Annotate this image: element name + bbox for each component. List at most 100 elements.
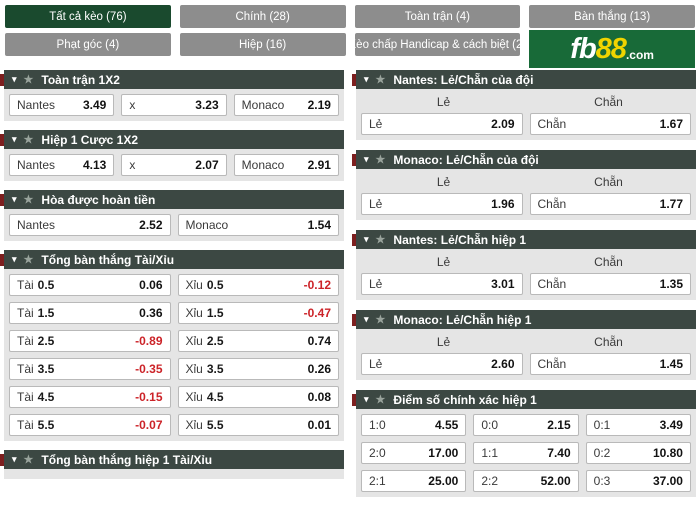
odds-cell[interactable]: Lẻ 2.09 bbox=[361, 113, 523, 135]
odds-cell[interactable]: Tài 2.5 -0.89 bbox=[9, 330, 171, 352]
odds-cell[interactable]: x 3.23 bbox=[121, 94, 227, 116]
odds-cell[interactable]: 2:2 52.00 bbox=[473, 470, 579, 492]
odds-cell[interactable]: x 2.07 bbox=[121, 154, 227, 176]
star-icon[interactable]: ★ bbox=[375, 234, 386, 246]
collapse-caret-icon[interactable]: ▾ bbox=[364, 74, 369, 84]
collapse-caret-icon[interactable]: ▾ bbox=[12, 254, 17, 264]
odds-cell[interactable]: Monaco 2.19 bbox=[233, 94, 339, 116]
odds-label: 0:2 bbox=[593, 446, 611, 460]
tab-all-odds[interactable]: Tất cả kèo (76) bbox=[5, 5, 171, 28]
odds-cell[interactable]: Nantes 2.52 bbox=[9, 214, 171, 236]
odds-label: Xỉu 0.5 bbox=[185, 278, 224, 292]
collapse-caret-icon[interactable]: ▾ bbox=[12, 194, 17, 204]
collapse-caret-icon[interactable]: ▾ bbox=[12, 74, 17, 84]
odds-cell[interactable]: 2:1 25.00 bbox=[361, 470, 467, 492]
star-icon[interactable]: ★ bbox=[23, 134, 34, 146]
odds-line: 1.5 bbox=[206, 306, 224, 320]
odds-cell[interactable]: Tài 4.5 -0.15 bbox=[9, 386, 171, 408]
section-body bbox=[4, 469, 344, 479]
odds-cell[interactable]: Xỉu 5.5 0.01 bbox=[177, 414, 339, 436]
star-icon[interactable]: ★ bbox=[23, 74, 34, 86]
odds-cell[interactable]: Nantes 3.49 bbox=[9, 94, 115, 116]
odds-label: 2:0 bbox=[369, 446, 386, 460]
odds-cell[interactable]: Xỉu 0.5 -0.12 bbox=[177, 274, 339, 296]
odds-cell[interactable]: Chẵn 1.35 bbox=[529, 273, 691, 295]
star-icon[interactable]: ★ bbox=[23, 254, 34, 266]
tab-handicap[interactable]: Kèo chấp Handicap & cách biệt (2) bbox=[354, 33, 521, 56]
odds-cell[interactable]: 2:0 17.00 bbox=[361, 442, 467, 464]
odds-value: 1.96 bbox=[491, 197, 515, 211]
odds-cell[interactable]: Lẻ 3.01 bbox=[361, 273, 523, 295]
odds-value: -0.12 bbox=[303, 278, 331, 292]
odds-cell[interactable]: Xỉu 3.5 0.26 bbox=[177, 358, 339, 380]
odds-value: 1.54 bbox=[307, 218, 331, 232]
tab-halves[interactable]: Hiệp (16) bbox=[179, 33, 346, 56]
odds-cell[interactable]: Tài 0.5 0.06 bbox=[9, 274, 171, 296]
collapse-caret-icon[interactable]: ▾ bbox=[364, 314, 369, 324]
section-header: ▾ ★ Điểm số chính xác hiệp 1 bbox=[352, 390, 696, 409]
odds-cell[interactable]: Tài 5.5 -0.07 bbox=[9, 414, 171, 436]
section-body: Nantes 2.52 Monaco 1.54 bbox=[4, 209, 344, 241]
collapse-caret-icon[interactable]: ▾ bbox=[12, 454, 17, 464]
collapse-caret-icon[interactable]: ▾ bbox=[364, 234, 369, 244]
fb88-logo[interactable]: fb 88 .com bbox=[529, 30, 695, 68]
section-body: Nantes 3.49 x 3.23 Monaco 2.19 bbox=[4, 89, 344, 121]
collapse-caret-icon[interactable]: ▾ bbox=[12, 134, 17, 144]
section-body: Tài 0.5 0.06 Xỉu 0.5 -0.12 Tài 1.5 0.36 Xỉu… bbox=[4, 269, 344, 441]
section-header: ▾ ★ Hiệp 1 Cược 1X2 bbox=[0, 130, 344, 149]
star-icon[interactable]: ★ bbox=[375, 394, 386, 406]
odds-label: Lẻ bbox=[369, 357, 383, 371]
odds-cell[interactable]: 0:2 10.80 bbox=[585, 442, 691, 464]
odds-value: -0.07 bbox=[135, 418, 163, 432]
right-column: ▾ ★ Nantes: Lẻ/Chẵn của đội Lẻ Chẵn Lẻ 2… bbox=[352, 70, 696, 507]
tab-corners[interactable]: Phạt góc (4) bbox=[5, 33, 171, 56]
odds-line: 1.5 bbox=[37, 306, 55, 320]
section-header: ▾ ★ Tổng bàn thắng hiệp 1 Tài/Xỉu bbox=[0, 450, 344, 469]
odds-cell[interactable]: 1:0 4.55 bbox=[361, 414, 467, 436]
odds-value: 1.67 bbox=[659, 117, 683, 131]
odds-cell[interactable]: Lẻ 2.60 bbox=[361, 353, 523, 375]
star-icon[interactable]: ★ bbox=[375, 154, 386, 166]
section-monaco-odd-even: ▾ ★ Monaco: Lẻ/Chẵn của đội Lẻ Chẵn Lẻ 1… bbox=[352, 150, 696, 220]
odds-value: 0.01 bbox=[307, 418, 331, 432]
odds-cell[interactable]: Monaco 1.54 bbox=[177, 214, 339, 236]
odds-cell[interactable]: 0:0 2.15 bbox=[473, 414, 579, 436]
odds-cell[interactable]: Chẵn 1.77 bbox=[529, 193, 691, 215]
odds-cell[interactable]: Xỉu 1.5 -0.47 bbox=[177, 302, 339, 324]
tab-full-match[interactable]: Toàn trận (4) bbox=[354, 5, 521, 28]
odds-value: 3.49 bbox=[659, 418, 683, 432]
tab-goals[interactable]: Bàn thắng (13) bbox=[529, 5, 695, 28]
section-title: Tổng bàn thắng hiệp 1 Tài/Xỉu bbox=[41, 452, 213, 467]
odds-label: Monaco bbox=[185, 218, 229, 232]
odds-label: Chẵn bbox=[537, 357, 567, 371]
odds-value: 7.40 bbox=[547, 446, 571, 460]
star-icon[interactable]: ★ bbox=[23, 454, 34, 466]
odds-label: Chẵn bbox=[537, 197, 567, 211]
odds-cell[interactable]: Tài 1.5 0.36 bbox=[9, 302, 171, 324]
odds-cell[interactable]: Xỉu 4.5 0.08 bbox=[177, 386, 339, 408]
odds-label: 2:2 bbox=[481, 474, 499, 488]
collapse-caret-icon[interactable]: ▾ bbox=[364, 154, 369, 164]
tab-main[interactable]: Chính (28) bbox=[179, 5, 346, 28]
odds-cell[interactable]: Lẻ 1.96 bbox=[361, 193, 523, 215]
section-first-half-total-goals: ▾ ★ Tổng bàn thắng hiệp 1 Tài/Xỉu bbox=[0, 450, 344, 479]
odds-cell[interactable]: Nantes 4.13 bbox=[9, 154, 115, 176]
section-body: 1:0 4.55 0:0 2.15 0:1 3.49 2:0 1 bbox=[356, 409, 696, 497]
star-icon[interactable]: ★ bbox=[23, 194, 34, 206]
section-nantes-odd-even: ▾ ★ Nantes: Lẻ/Chẵn của đội Lẻ Chẵn Lẻ 2… bbox=[352, 70, 696, 140]
odds-cell[interactable]: 0:1 3.49 bbox=[585, 414, 691, 436]
odds-value: 3.01 bbox=[491, 277, 515, 291]
odds-cell[interactable]: Monaco 2.91 bbox=[233, 154, 339, 176]
odds-cell[interactable]: Tài 3.5 -0.35 bbox=[9, 358, 171, 380]
odds-cell[interactable]: 1:1 7.40 bbox=[473, 442, 579, 464]
collapse-caret-icon[interactable]: ▾ bbox=[364, 394, 369, 404]
odds-cell[interactable]: Chẵn 1.45 bbox=[529, 353, 691, 375]
star-icon[interactable]: ★ bbox=[375, 314, 386, 326]
star-icon[interactable]: ★ bbox=[375, 74, 386, 86]
odds-cell[interactable]: 0:3 37.00 bbox=[585, 470, 691, 492]
odds-line: 2.5 bbox=[206, 334, 224, 348]
odds-cell[interactable]: Xỉu 2.5 0.74 bbox=[177, 330, 339, 352]
odds-cell[interactable]: Chẵn 1.67 bbox=[529, 113, 691, 135]
odds-value: 17.00 bbox=[428, 446, 459, 460]
section-body: Lẻ Chẵn Lẻ 2.09 Chẵn 1.67 bbox=[356, 89, 696, 140]
